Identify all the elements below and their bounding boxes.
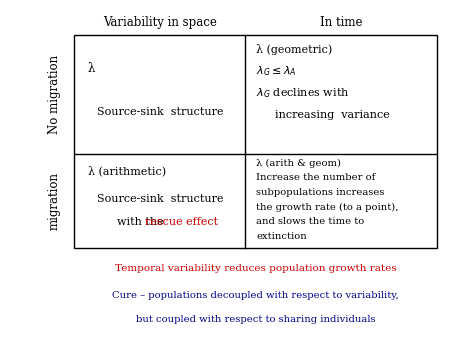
Text: Source-sink  structure: Source-sink structure [96,107,223,117]
Text: extinction: extinction [256,232,307,241]
Text: Source-sink  structure: Source-sink structure [96,194,223,204]
Text: and slows the time to: and slows the time to [256,217,365,226]
Text: but coupled with respect to sharing individuals: but coupled with respect to sharing indi… [135,315,375,324]
Text: migration: migration [48,172,60,230]
Text: with the: with the [117,217,167,227]
Text: Cure – populations decoupled with respect to variability,: Cure – populations decoupled with respec… [112,291,399,300]
Text: Temporal variability reduces population growth rates: Temporal variability reduces population … [115,264,396,273]
Text: the growth rate (to a point),: the growth rate (to a point), [256,203,399,212]
Text: $\lambda_G$ declines with: $\lambda_G$ declines with [256,87,350,100]
Text: λ (arithmetic): λ (arithmetic) [88,165,166,176]
Text: No migration: No migration [48,55,60,134]
Text: rescue effect: rescue effect [145,217,218,227]
Bar [74,35,436,248]
Text: λ: λ [88,62,95,75]
Text: $\lambda_G \leq \lambda_A$: $\lambda_G \leq \lambda_A$ [256,65,297,78]
Text: Variability in space: Variability in space [103,16,217,29]
Text: λ (arith & geom): λ (arith & geom) [256,159,342,168]
Text: increasing  variance: increasing variance [274,110,389,120]
Text: Increase the number of: Increase the number of [256,173,376,183]
Text: λ (geometric): λ (geometric) [256,44,333,55]
Text: In time: In time [320,16,362,29]
Text: subpopulations increases: subpopulations increases [256,188,385,197]
